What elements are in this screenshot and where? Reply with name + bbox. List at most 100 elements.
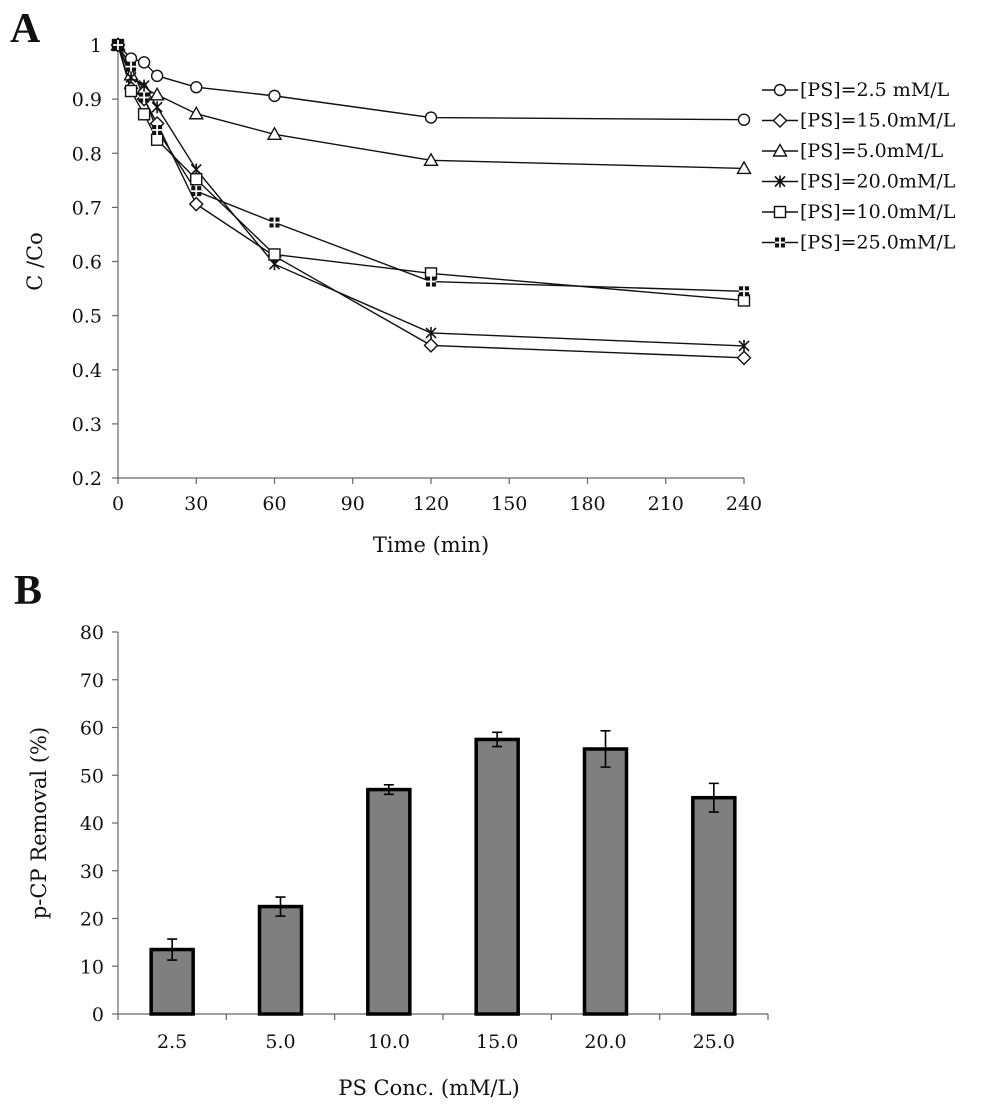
data-point-triangle [149,86,165,101]
y-tick-label-b: 40 [80,813,104,835]
data-point-square [737,294,751,307]
y-tick-label-a: 0.6 [72,252,102,274]
legend-label: [PS]=15.0mM/L [800,110,956,132]
y-axis-title-b: p-CP Removal (%) [27,727,51,919]
data-point-triangle [188,105,204,120]
data-point-plus-square [269,217,280,228]
data-point-diamond [188,196,204,212]
legend-label: [PS]=25.0mM/L [800,232,956,254]
data-point-plus-square [152,124,163,135]
bar [366,787,412,1016]
legend-marker-plus-square-cross [775,237,785,248]
series-line-plus-square [117,44,745,292]
bar [582,747,629,1016]
x-tick-label-a: 150 [491,493,527,515]
y-axis-title-a: C /Co [23,232,47,291]
data-point-plus-square-cross [152,124,163,135]
legend-marker-plus-square [775,237,785,248]
data-point-plus-square [191,186,202,197]
data-point-star [738,339,750,352]
x-tick-label-a: 90 [341,493,365,515]
x-tick-label-b: 20.0 [584,1031,626,1053]
bar [474,737,520,1016]
y-tick-label-a: 0.9 [72,89,102,111]
x-tick-label-a: 0 [112,493,124,515]
error-bar [600,730,611,768]
series-line-diamond [117,44,745,359]
legend-marker-star [774,175,786,188]
data-point-star [138,79,150,92]
x-tick-label-b: 25.0 [693,1031,735,1053]
data-point-triangle [423,152,439,166]
y-tick-label-a: 0.4 [72,360,102,382]
data-point-circle [737,113,751,126]
legend-label: [PS]=5.0mM/L [800,140,944,162]
data-point-square [268,248,281,261]
x-tick-label-b: 2.5 [157,1031,187,1053]
legend-marker-square [773,205,787,219]
series-line-circle [117,44,745,121]
error-bar [383,784,394,796]
data-point-triangle [736,160,752,175]
error-bar [167,938,178,961]
data-point-star [425,326,437,339]
bar [257,904,304,1016]
data-point-star [125,71,137,84]
y-tick-label-b: 80 [80,622,104,644]
data-point-plus-square-cross [139,92,150,103]
bar-chart-b: 0 10 20 30 40 50 60 70 80 2.5 5.0 10.0 15.0 20.0 25.0 P… [27,622,769,1100]
y-tick-label-a: 0.7 [72,197,102,219]
error-bar [492,731,503,748]
y-tick-label-a: 0.2 [72,468,102,490]
data-point-circle [150,69,164,83]
series-line-star [117,44,745,347]
data-point-square [124,84,138,98]
data-point-plus-square-cross [739,286,749,297]
y-tick-label-b: 70 [80,670,104,692]
data-point-plus-square-cross [191,186,202,197]
data-point-plus-square [113,40,123,50]
y-tick-label-b: 30 [80,861,104,883]
panel-label-b: B [14,568,42,614]
data-point-circle [190,81,203,94]
data-point-plus-square-cross [126,61,137,72]
x-axis-title-b: PS Conc. (mM/L) [338,1076,519,1100]
series-line-triangle [117,44,745,170]
x-tick-label-a: 210 [648,493,684,515]
y-tick-label-b: 50 [80,765,104,787]
x-tick-label-b: 5.0 [265,1031,295,1053]
x-tick-label-b: 10.0 [368,1031,410,1053]
series-line-square [117,44,745,302]
data-point-diamond [423,337,439,353]
legend-marker-circle [773,83,787,97]
y-tick-label-a: 0.5 [72,306,102,328]
data-point-square [150,133,164,146]
error-bar [708,782,719,813]
legend-label: [PS]=2.5 mM/L [800,79,950,101]
data-point-diamond [736,350,752,366]
x-tick-label-b: 15.0 [476,1031,518,1053]
data-point-plus-square [739,286,749,297]
data-point-plus-square [139,92,150,103]
line-chart-a: 0.2 0.3 0.4 0.5 0.6 0.7 0.8 0.9 1 0 30 60 90 120 150 18… [23,35,956,557]
y-tick-label-b: 20 [80,909,104,931]
x-axis-title-a: Time (min) [373,533,489,557]
data-point-circle [137,56,151,69]
data-point-plus-square-cross [269,217,280,228]
data-point-plus-square [126,61,137,72]
x-tick-label-a: 180 [569,493,605,515]
y-tick-label-a: 0.3 [72,414,102,436]
data-point-triangle [266,126,283,141]
legend-label: [PS]=20.0mM/L [800,171,956,193]
data-point-plus-square-cross [426,276,436,287]
y-tick-label-b: 10 [80,956,104,978]
panel-label-a: A [10,6,41,52]
y-tick-label-a: 1 [90,35,102,57]
y-tick-label-b: 0 [92,1004,104,1026]
x-tick-label-a: 30 [184,493,208,515]
x-tick-label-a: 240 [726,493,762,515]
legend-label: [PS]=10.0mM/L [800,201,956,223]
x-tick-label-a: 120 [413,493,449,515]
y-tick-label-a: 0.8 [72,143,102,165]
